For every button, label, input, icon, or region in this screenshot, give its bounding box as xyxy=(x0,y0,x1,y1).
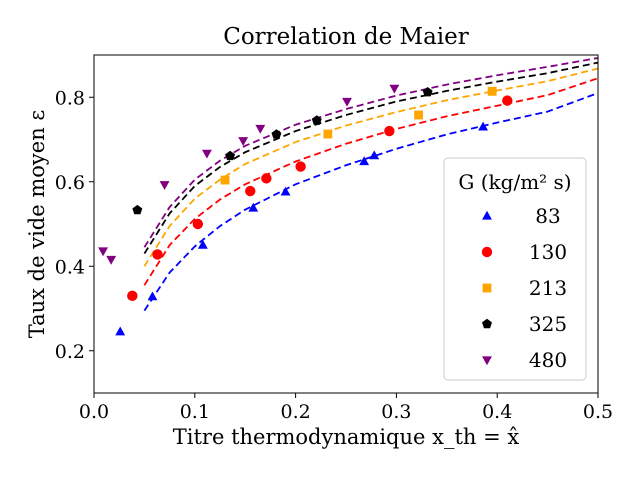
data-point-480 xyxy=(342,97,352,107)
plot-frame xyxy=(93,54,599,394)
legend-title: G (kg/m² s) xyxy=(458,170,571,194)
legend-label-213: 213 xyxy=(529,276,567,300)
data-point-130 xyxy=(295,161,306,172)
plot-marks xyxy=(98,57,599,336)
axis-ticks: 0.0 0.1 0.2 0.3 0.4 0.5 0.2 0.4 0.6 0.8 xyxy=(55,87,613,423)
x-axis-label: Titre thermodynamique x_th = x̂ xyxy=(173,425,520,449)
data-point-480 xyxy=(98,247,109,257)
legend-items: 83 130 213 325 480 xyxy=(481,204,567,372)
y-tick-label: 0.4 xyxy=(55,256,85,278)
data-point-130 xyxy=(384,125,395,137)
data-point-213 xyxy=(487,86,497,96)
data-point-130 xyxy=(127,290,138,302)
data-point-83 xyxy=(280,186,291,196)
legend-marker-83 xyxy=(482,210,492,220)
y-axis-label: Taux de vide moyen ε xyxy=(25,110,49,339)
data-point-325 xyxy=(225,150,236,161)
x-tick-label: 0.5 xyxy=(583,401,613,423)
data-point-480 xyxy=(255,124,266,134)
y-tick-label: 0.8 xyxy=(55,87,85,109)
data-point-83 xyxy=(478,121,489,131)
data-point-83 xyxy=(248,202,259,212)
x-tick-label: 0.0 xyxy=(79,401,109,423)
data-point-130 xyxy=(261,173,272,184)
legend: G (kg/m² s) 83 130 213 325 480 xyxy=(443,157,587,381)
legend-label-130: 130 xyxy=(529,240,567,264)
data-point-325 xyxy=(271,129,282,139)
fit-line-325 xyxy=(143,61,599,255)
legend-marker-213 xyxy=(482,283,492,293)
data-point-213 xyxy=(323,129,333,139)
data-point-83 xyxy=(197,239,208,249)
legend-box xyxy=(443,157,587,381)
x-tick-label: 0.3 xyxy=(381,401,411,423)
data-point-213 xyxy=(220,175,230,185)
legend-marker-480 xyxy=(482,356,492,366)
chart-title: Correlation de Maier xyxy=(223,24,469,50)
data-point-83 xyxy=(115,326,126,336)
data-point-325 xyxy=(422,86,433,97)
legend-marker-325 xyxy=(482,318,492,329)
data-point-480 xyxy=(389,84,400,94)
fit-line-83 xyxy=(143,92,599,312)
x-tick-label: 0.2 xyxy=(280,401,310,423)
x-tick-label: 0.1 xyxy=(180,401,210,423)
y-tick-label: 0.6 xyxy=(55,172,85,194)
legend-marker-130 xyxy=(481,246,493,258)
legend-label-325: 325 xyxy=(529,312,567,336)
data-point-480 xyxy=(106,255,117,265)
x-tick-label: 0.4 xyxy=(482,401,512,423)
legend-label-480: 480 xyxy=(529,348,567,372)
data-point-130 xyxy=(152,249,163,260)
data-point-480 xyxy=(238,137,249,146)
data-point-130 xyxy=(502,95,513,106)
data-point-213 xyxy=(414,110,423,120)
fit-line-480 xyxy=(143,57,599,248)
data-point-130 xyxy=(245,185,256,197)
data-point-130 xyxy=(192,218,204,230)
data-point-325 xyxy=(311,115,322,125)
y-tick-label: 0.2 xyxy=(55,341,85,363)
data-point-480 xyxy=(159,181,170,190)
data-point-83 xyxy=(147,291,158,301)
data-point-480 xyxy=(201,149,212,159)
data-point-83 xyxy=(369,150,380,160)
legend-label-83: 83 xyxy=(535,204,560,228)
data-point-325 xyxy=(132,204,143,215)
data-point-83 xyxy=(359,156,370,166)
fit-line-213 xyxy=(143,67,599,267)
